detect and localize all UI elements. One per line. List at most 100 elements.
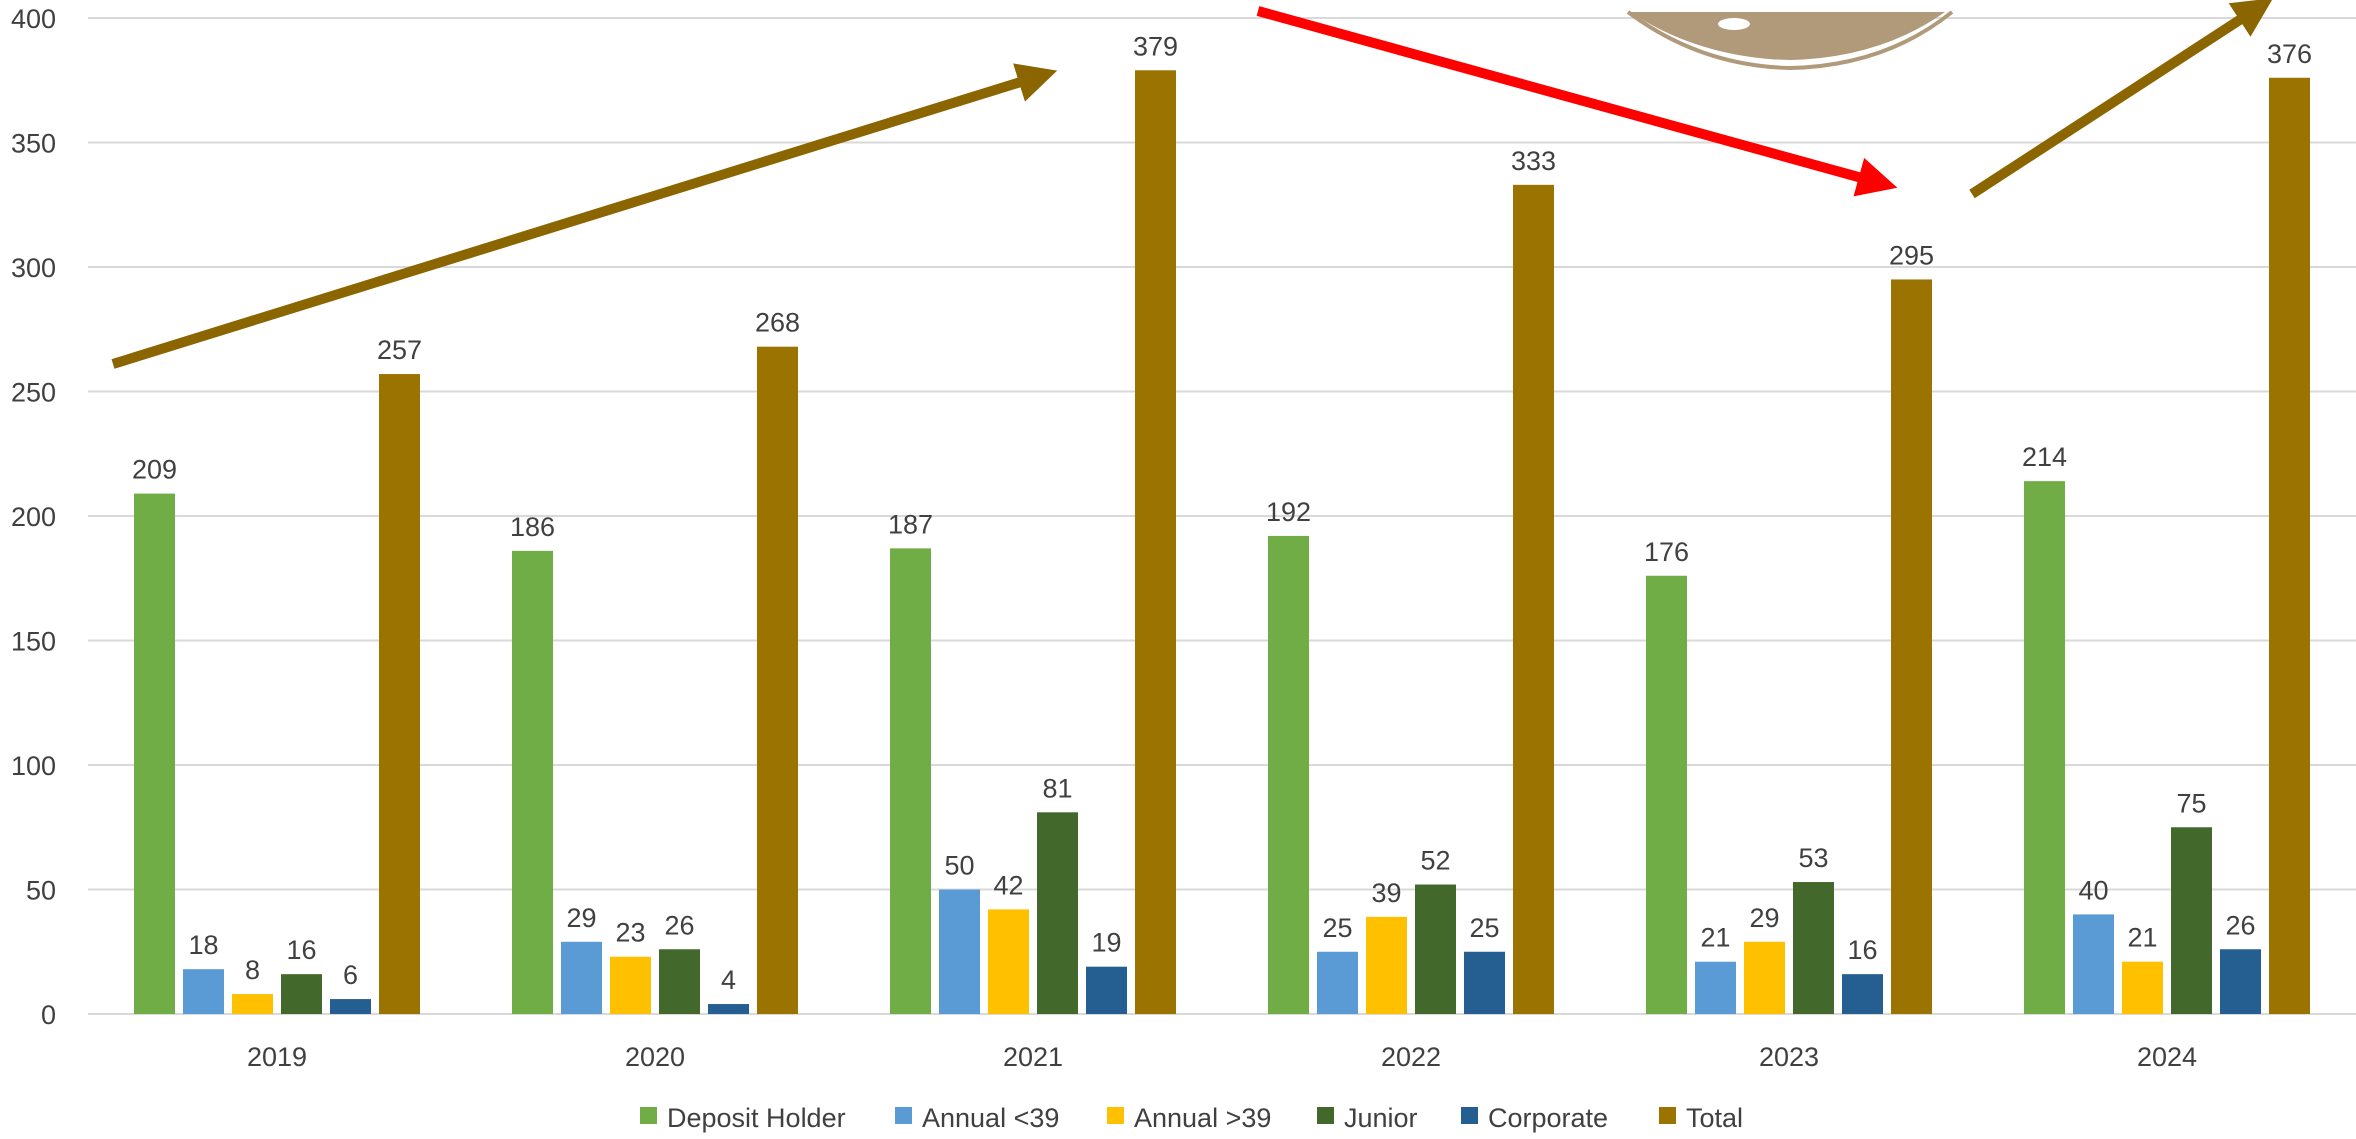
data-label: 26 (2225, 910, 2255, 940)
data-label: 16 (286, 935, 316, 965)
data-label: 25 (1322, 913, 1352, 943)
data-label: 176 (1644, 537, 1689, 567)
bar-annual-39-2024 (2122, 961, 2163, 1014)
data-label: 21 (1700, 923, 1730, 953)
bar-corporate-2022 (1464, 951, 1505, 1014)
y-tick-label: 50 (26, 876, 56, 906)
bar-annual-39-2020 (561, 941, 602, 1014)
x-tick-label: 2022 (1381, 1042, 1441, 1072)
legend-swatch (1461, 1107, 1478, 1124)
x-tick-label: 2020 (625, 1042, 685, 1072)
bar-corporate-2020 (708, 1004, 749, 1014)
legend-label: Total (1686, 1103, 1743, 1133)
y-tick-label: 100 (11, 751, 56, 781)
bar-total-2024 (2269, 77, 2310, 1014)
legend-label: Deposit Holder (667, 1103, 846, 1133)
data-label: 39 (1371, 878, 1401, 908)
bar-junior-2021 (1037, 812, 1078, 1014)
bar-junior-2024 (2171, 827, 2212, 1014)
bar-junior-2020 (659, 949, 700, 1014)
bar-junior-2022 (1415, 884, 1456, 1014)
trend-arrow-down-2021-2023 (1256, 6, 1898, 197)
logo-hole-shape (1718, 18, 1750, 30)
y-tick-label: 0 (41, 1000, 56, 1030)
legend-swatch (1659, 1107, 1676, 1124)
bar-deposit-holder-2023 (1646, 575, 1687, 1014)
data-label: 379 (1133, 31, 1178, 61)
bar-corporate-2023 (1842, 974, 1883, 1014)
bar-junior-2023 (1793, 882, 1834, 1014)
y-tick-label: 250 (11, 378, 56, 408)
legend-label: Corporate (1488, 1103, 1608, 1133)
x-tick-label: 2023 (1759, 1042, 1819, 1072)
y-tick-label: 300 (11, 253, 56, 283)
bar-junior-2019 (281, 974, 322, 1014)
bar-total-2019 (379, 374, 420, 1014)
bar-deposit-holder-2019 (134, 493, 175, 1015)
data-label: 16 (1847, 935, 1877, 965)
data-label: 21 (2127, 923, 2157, 953)
legend-label: Junior (1344, 1103, 1418, 1133)
x-tick-label: 2021 (1003, 1042, 1063, 1072)
data-label: 186 (510, 512, 555, 542)
bar-annual-39-2021 (939, 889, 980, 1014)
y-tick-label: 350 (11, 129, 56, 159)
x-axis-ticks: 2019 2020 2021 2022 2023 2024 (247, 1042, 2197, 1072)
data-label: 6 (343, 960, 358, 990)
data-label: 40 (2078, 875, 2108, 905)
data-label: 52 (1420, 846, 1450, 876)
trend-arrow-up-2019-2021 (111, 63, 1058, 369)
data-label: 4 (721, 965, 736, 995)
legend-label: Annual <39 (922, 1103, 1059, 1133)
data-label: 25 (1469, 913, 1499, 943)
bars (134, 70, 2310, 1015)
y-tick-label: 150 (11, 627, 56, 657)
bar-deposit-holder-2021 (890, 548, 931, 1014)
data-label: 192 (1266, 497, 1311, 527)
legend-swatch (640, 1107, 657, 1124)
logo-icon (1626, 10, 1954, 71)
bar-total-2023 (1891, 279, 1932, 1014)
x-tick-label: 2024 (2137, 1042, 2197, 1072)
data-label: 29 (566, 903, 596, 933)
bar-deposit-holder-2022 (1268, 535, 1309, 1014)
bar-annual-39-2021 (988, 909, 1029, 1014)
data-label: 53 (1798, 843, 1828, 873)
x-tick-label: 2019 (247, 1042, 307, 1072)
bar-total-2022 (1513, 184, 1554, 1014)
legend-swatch (895, 1107, 912, 1124)
bar-total-2021 (1135, 70, 1176, 1015)
y-axis-ticks: 0 50 100 150 200 250 300 350 400 (11, 4, 56, 1030)
y-tick-label: 200 (11, 502, 56, 532)
trend-arrow-up-2023-2024 (1969, 0, 2274, 199)
logo-bowl-shape (1630, 12, 1945, 60)
data-label: 333 (1511, 146, 1556, 176)
data-label: 257 (377, 335, 422, 365)
data-label: 75 (2176, 788, 2206, 818)
bar-annual-39-2024 (2073, 914, 2114, 1014)
data-label: 29 (1749, 903, 1779, 933)
bar-annual-39-2022 (1366, 916, 1407, 1014)
data-label: 8 (245, 955, 260, 985)
data-label: 19 (1091, 928, 1121, 958)
data-label: 187 (888, 509, 933, 539)
legend: Deposit Holder Annual <39 Annual >39 Junior… (640, 1103, 1743, 1133)
data-label: 23 (615, 918, 645, 948)
bar-annual-39-2020 (610, 956, 651, 1014)
bar-corporate-2019 (330, 999, 371, 1014)
data-label: 26 (664, 910, 694, 940)
data-label: 268 (755, 308, 800, 338)
data-label: 50 (944, 851, 974, 881)
y-tick-label: 400 (11, 4, 56, 34)
bar-corporate-2024 (2220, 949, 2261, 1014)
data-label: 295 (1889, 240, 1934, 270)
legend-swatch (1107, 1107, 1124, 1124)
data-labels: 209 18 8 16 6 257 186 29 23 26 4 268 187 50 42 81 19 379 1… (132, 31, 2312, 995)
data-label: 376 (2267, 39, 2312, 69)
data-label: 18 (188, 930, 218, 960)
legend-label: Annual >39 (1134, 1103, 1271, 1133)
bar-deposit-holder-2020 (512, 550, 553, 1014)
data-label: 214 (2022, 442, 2067, 472)
data-label: 209 (132, 455, 177, 485)
